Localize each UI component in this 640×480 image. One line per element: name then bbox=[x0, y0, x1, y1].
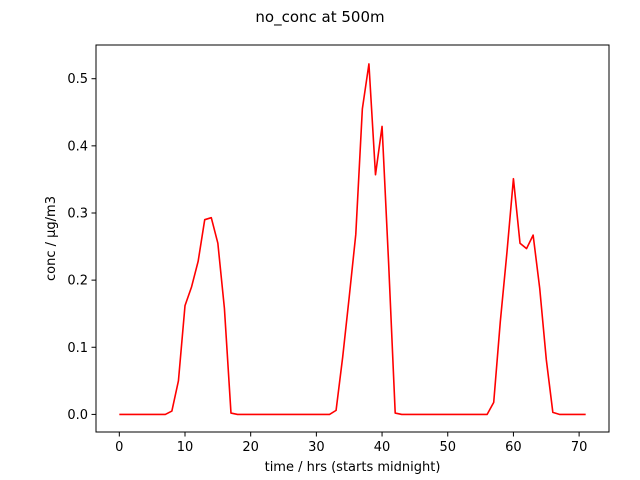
plot-area-frame bbox=[95, 44, 610, 433]
y-tick-label: 0.4 bbox=[67, 139, 88, 154]
y-tick-label: 0.3 bbox=[67, 206, 88, 221]
y-tick-label: 0.5 bbox=[67, 72, 88, 87]
y-tick-label: 0.1 bbox=[67, 341, 88, 356]
x-axis-ticks: 0 10 20 30 40 50 60 70 bbox=[115, 432, 587, 455]
x-tick-label: 20 bbox=[242, 440, 259, 455]
y-tick-label: 0.0 bbox=[67, 408, 88, 423]
y-axis-label: conc / µg/m3 bbox=[44, 196, 59, 281]
x-tick-label: 40 bbox=[374, 440, 391, 455]
y-axis-ticks: 0.0 0.1 0.2 0.3 0.4 0.5 bbox=[67, 72, 96, 423]
x-tick-label: 60 bbox=[505, 440, 522, 455]
series-layer bbox=[119, 63, 586, 416]
x-tick-label: 30 bbox=[308, 440, 325, 455]
x-axis-label: time / hrs (starts midnight) bbox=[265, 460, 441, 475]
x-tick-label: 0 bbox=[115, 440, 123, 455]
chart-title: no_conc at 500m bbox=[255, 8, 384, 27]
x-tick-label: 50 bbox=[439, 440, 456, 455]
y-tick-label: 0.2 bbox=[67, 274, 88, 289]
x-tick-label: 70 bbox=[571, 440, 588, 455]
x-tick-label: 10 bbox=[177, 440, 194, 455]
series-line-0 bbox=[119, 63, 586, 416]
